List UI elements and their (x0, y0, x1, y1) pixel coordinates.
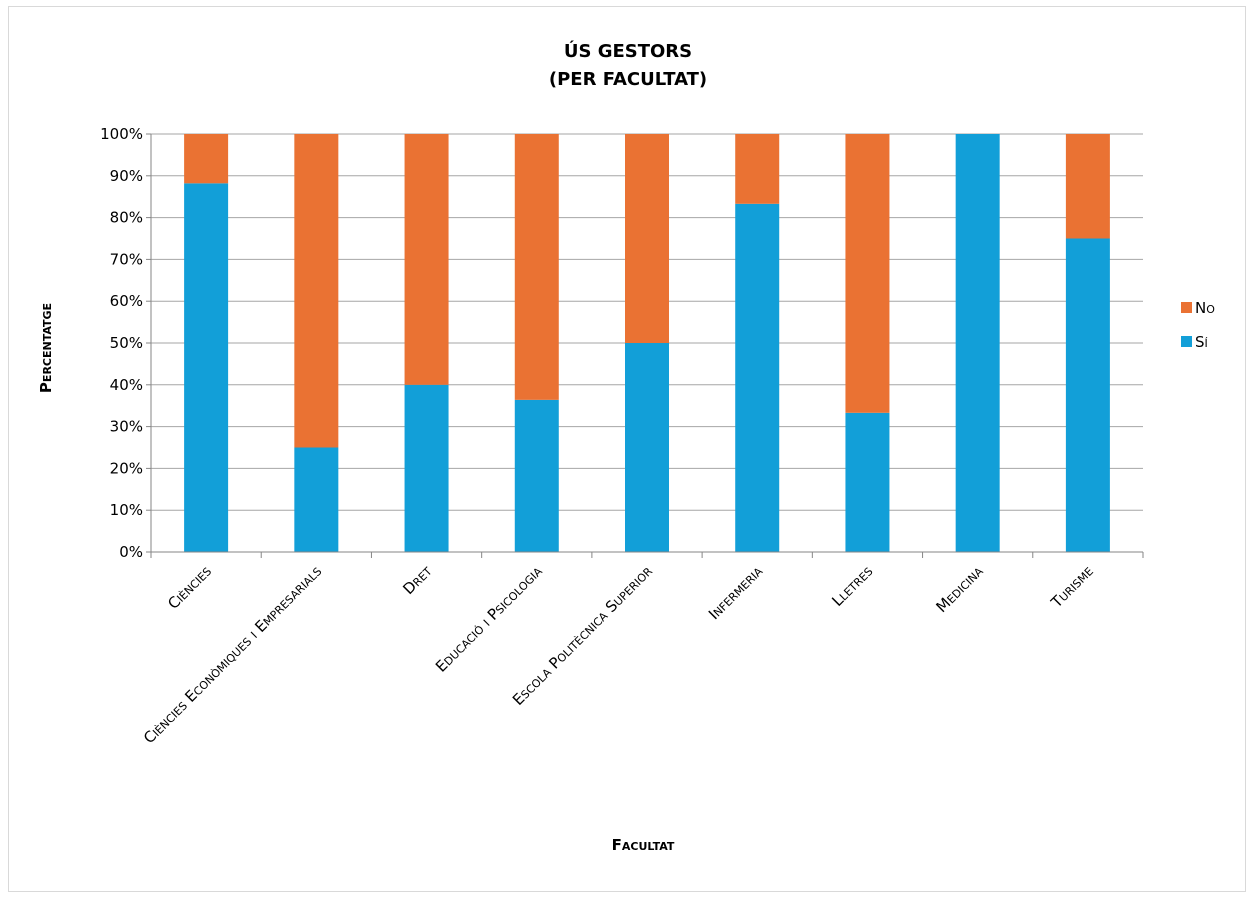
x-tick-label: Educació i Psicologia (432, 562, 546, 676)
bar-no-8 (1065, 134, 1110, 239)
x-tick-label: Dret (399, 562, 435, 598)
bar-s-3 (514, 399, 559, 552)
y-tick-label: 30% (110, 418, 143, 436)
y-tick-label: 0% (119, 543, 143, 561)
bar-no-0 (184, 134, 229, 184)
legend-swatch-s (1181, 336, 1192, 347)
bar-s-2 (404, 384, 449, 552)
bars (184, 134, 1110, 552)
x-tick-label: Lletres (828, 562, 876, 610)
y-axis-title: Percentatge (37, 303, 55, 393)
y-tick-label: 100% (100, 125, 143, 143)
axes (146, 133, 1144, 558)
bar-no-5 (735, 134, 780, 204)
bar-s-8 (1065, 238, 1110, 552)
y-tick-label: 20% (110, 459, 143, 477)
x-tick-label: Ciències (164, 562, 215, 613)
x-tick-label: Ciències Econòmiques i Empresarials (140, 562, 325, 747)
legend-swatch-no (1181, 302, 1192, 313)
bar-s-0 (184, 183, 229, 552)
legend-label-s: Sí (1195, 333, 1208, 351)
legend: No Sí (1181, 299, 1215, 351)
bar-no-4 (625, 134, 669, 343)
legend-label-no: No (1195, 299, 1215, 317)
y-tick-label: 60% (110, 292, 143, 310)
bar-s-6 (845, 412, 890, 552)
bar-s-5 (735, 203, 780, 552)
bar-s-1 (294, 447, 339, 552)
x-axis-title: Facultat (612, 836, 675, 854)
chart-title: ÚS GESTORS (PER FACULTAT) (549, 40, 707, 90)
bar-no-1 (294, 134, 339, 448)
bar-no-3 (514, 134, 559, 400)
y-tick-label: 10% (110, 501, 143, 519)
y-tick-label: 50% (110, 334, 143, 352)
y-tick-labels: 0% 10% 20% 30% 40% 50% 60% 70% 80% 90% 100% (100, 125, 143, 561)
chart-frame: ÚS GESTORS (PER FACULTAT) 0% 10% 20% 30% 40%… (8, 6, 1246, 892)
bar-no-2 (404, 134, 449, 385)
bar-no-6 (845, 134, 890, 413)
y-tick-label: 90% (110, 167, 143, 185)
chart-title-line-2: (PER FACULTAT) (549, 69, 707, 90)
y-tick-label: 70% (110, 250, 143, 268)
x-tick-label: Medicina (933, 562, 987, 616)
y-tick-label: 40% (110, 376, 143, 394)
chart-title-line-1: ÚS GESTORS (564, 40, 692, 62)
x-tick-label: Turisme (1047, 562, 1097, 612)
x-tick-label: Infermeria (705, 562, 766, 623)
bar-s-7 (955, 134, 1000, 552)
chart-svg: ÚS GESTORS (PER FACULTAT) 0% 10% 20% 30% 40%… (37, 40, 1215, 854)
y-tick-label: 80% (110, 209, 143, 227)
bar-s-4 (625, 343, 669, 552)
